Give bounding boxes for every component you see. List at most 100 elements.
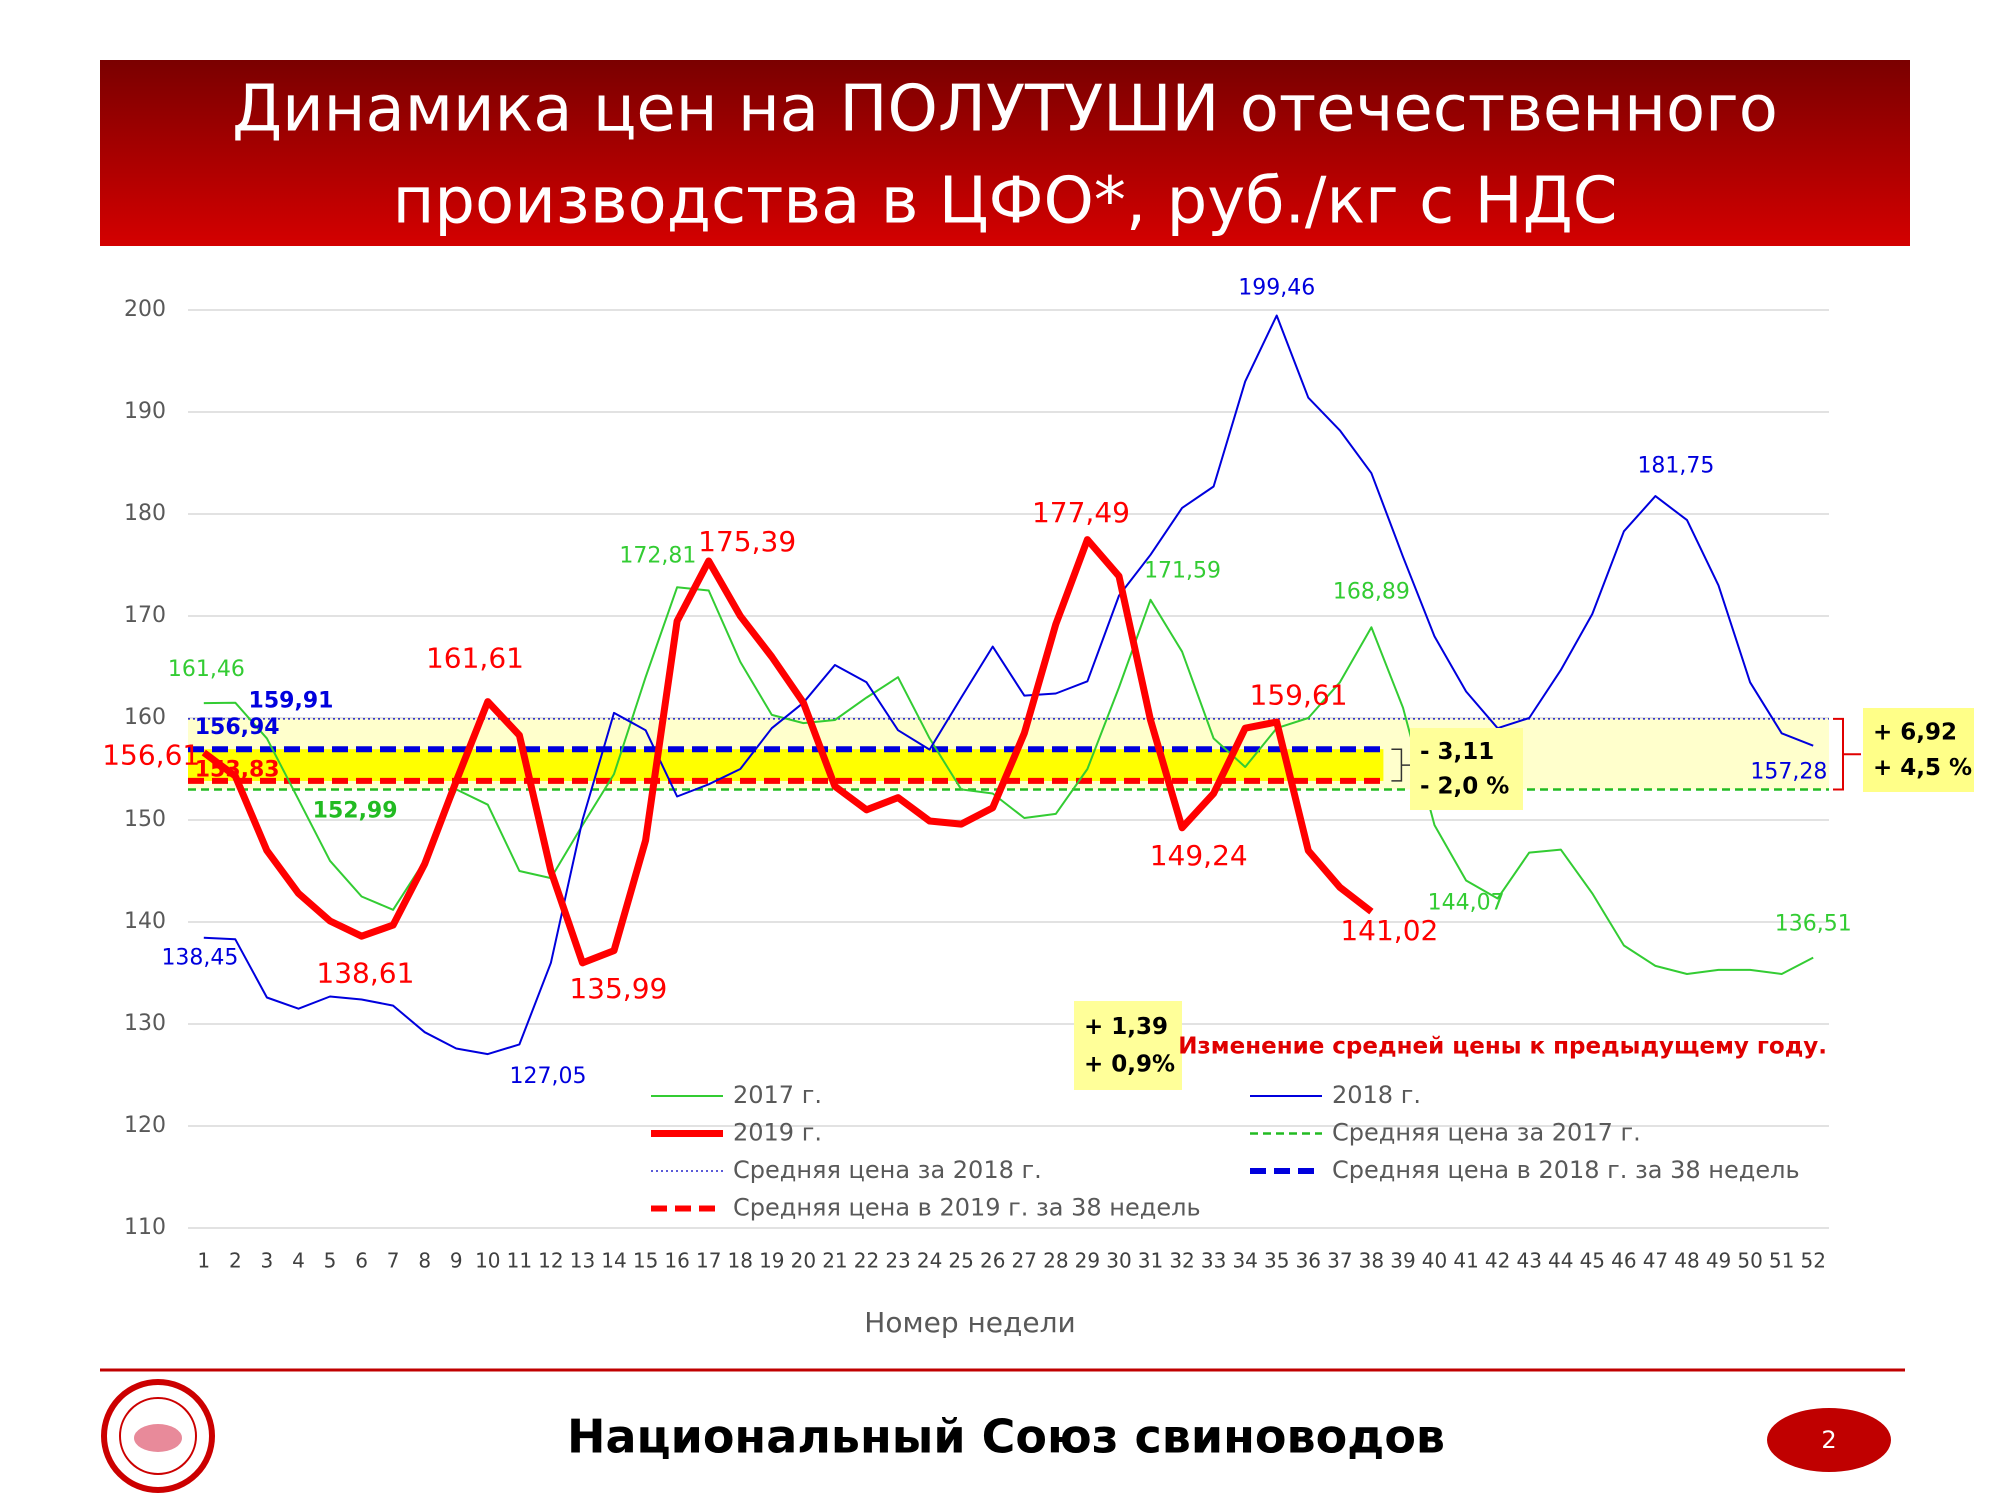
logo-inner-ring <box>119 1397 197 1475</box>
x-tick-label: 14 <box>601 1249 626 1273</box>
annotation-box <box>1863 708 1974 792</box>
x-tick-label: 34 <box>1232 1249 1257 1273</box>
x-tick-label: 5 <box>324 1249 337 1273</box>
logo-pig <box>134 1424 182 1452</box>
note: Изменение средней цены к предыдущему год… <box>1178 1034 1827 1060</box>
x-tick-label: 39 <box>1390 1249 1415 1273</box>
series-line <box>203 314 1814 1056</box>
data-label: 144,07 <box>1428 891 1505 916</box>
x-tick-label: 2 <box>229 1249 242 1273</box>
data-label: 138,45 <box>161 945 238 970</box>
reference-label: 156,94 <box>195 715 280 740</box>
title-line: Динамика цен на ПОЛУТУШИ отечественного <box>232 73 1778 147</box>
reference-label: 152,99 <box>313 799 398 824</box>
y-tick-label: 190 <box>124 399 166 424</box>
page-badge <box>1767 1408 1891 1472</box>
annotation-text: + 0,9% <box>1084 1052 1175 1078</box>
x-tick-label: 37 <box>1327 1249 1352 1273</box>
x-tick-label: 31 <box>1138 1249 1163 1273</box>
series-line <box>201 536 1374 967</box>
x-tick-label: 4 <box>292 1249 305 1273</box>
x-tick-label: 33 <box>1201 1249 1226 1273</box>
data-label: 172,81 <box>619 544 696 569</box>
x-tick-label: 45 <box>1580 1249 1605 1273</box>
x-tick-label: 51 <box>1769 1249 1794 1273</box>
data-label: 181,75 <box>1637 454 1714 479</box>
x-tick-label: 43 <box>1516 1249 1541 1273</box>
y-tick-label: 150 <box>124 807 166 832</box>
title-banner <box>100 60 1910 246</box>
annotation-text: + 6,92 <box>1873 720 1957 746</box>
data-label: 135,99 <box>569 972 667 1005</box>
x-tick-label: 1 <box>197 1249 210 1273</box>
x-tick-label: 25 <box>948 1249 973 1273</box>
x-tick-label: 8 <box>418 1249 431 1273</box>
x-tick-label: 22 <box>854 1249 879 1273</box>
data-label: 177,49 <box>1032 496 1130 529</box>
y-tick-label: 110 <box>124 1215 166 1240</box>
x-tick-label: 18 <box>728 1249 753 1273</box>
legend-label: Средняя цена в 2019 г. за 38 недель <box>733 1194 1201 1222</box>
x-tick-label: 38 <box>1359 1249 1384 1273</box>
x-tick-label: 11 <box>507 1249 532 1273</box>
legend-label: 2018 г. <box>1332 1081 1421 1109</box>
annotation-text: + 1,39 <box>1084 1014 1168 1040</box>
x-tick-label: 50 <box>1737 1249 1762 1273</box>
x-tick-label: 24 <box>917 1249 942 1273</box>
y-tick-label: 170 <box>124 603 166 628</box>
data-label: 127,05 <box>510 1064 587 1089</box>
x-tick-label: 35 <box>1264 1249 1289 1273</box>
x-tick-label: 42 <box>1485 1249 1510 1273</box>
x-tick-label: 36 <box>1296 1249 1321 1273</box>
x-tick-label: 49 <box>1706 1249 1731 1273</box>
x-tick-label: 41 <box>1453 1249 1478 1273</box>
annotation-box <box>1410 728 1523 810</box>
x-tick-label: 30 <box>1106 1249 1131 1273</box>
x-tick-label: 15 <box>633 1249 658 1273</box>
x-tick-label: 47 <box>1643 1249 1668 1273</box>
data-label: 161,46 <box>168 657 245 682</box>
x-tick-label: 20 <box>791 1249 816 1273</box>
x-tick-label: 17 <box>696 1249 721 1273</box>
x-tick-label: 28 <box>1043 1249 1068 1273</box>
x-tick-label: 27 <box>1012 1249 1037 1273</box>
data-label: 171,59 <box>1144 559 1221 584</box>
data-label: 199,46 <box>1238 276 1315 301</box>
data-label: 136,51 <box>1775 911 1852 936</box>
reference-label: 153,83 <box>195 757 280 782</box>
legend-label: 2017 г. <box>733 1081 822 1109</box>
legend-label: Средняя цена за 2017 г. <box>1332 1119 1641 1147</box>
x-tick-label: 52 <box>1800 1249 1825 1273</box>
data-label: 138,61 <box>316 957 414 990</box>
x-tick-label: 32 <box>1169 1249 1194 1273</box>
x-tick-label: 26 <box>980 1249 1005 1273</box>
x-tick-label: 9 <box>450 1249 463 1273</box>
x-tick-label: 23 <box>885 1249 910 1273</box>
data-label: 159,61 <box>1250 678 1348 711</box>
title-line: производства в ЦФО*, руб./кг с НДС <box>393 165 1618 239</box>
x-tick-label: 40 <box>1422 1249 1447 1273</box>
x-tick-label: 29 <box>1075 1249 1100 1273</box>
data-label: 141,02 <box>1340 914 1438 947</box>
annotation-text: + 4,5 % <box>1873 755 1972 781</box>
legend-label: Средняя цена за 2018 г. <box>733 1156 1042 1184</box>
x-tick-label: 46 <box>1611 1249 1636 1273</box>
legend-label: 2019 г. <box>733 1119 822 1147</box>
x-tick-label: 19 <box>759 1249 784 1273</box>
data-label: 168,89 <box>1333 580 1410 605</box>
data-label: 175,39 <box>698 525 796 558</box>
y-tick-label: 120 <box>124 1113 166 1138</box>
x-tick-label: 12 <box>538 1249 563 1273</box>
logo <box>101 1379 215 1493</box>
x-tick-label: 10 <box>475 1249 500 1273</box>
x-tick-label: 21 <box>822 1249 847 1273</box>
x-tick-label: 7 <box>387 1249 400 1273</box>
x-tick-label: 48 <box>1674 1249 1699 1273</box>
legend-label: Средняя цена в 2018 г. за 38 недель <box>1332 1156 1800 1184</box>
bracket <box>1833 717 1861 791</box>
page-number: 2 <box>1821 1426 1836 1454</box>
y-tick-label: 160 <box>124 705 166 730</box>
annotation-box <box>1074 1001 1182 1090</box>
